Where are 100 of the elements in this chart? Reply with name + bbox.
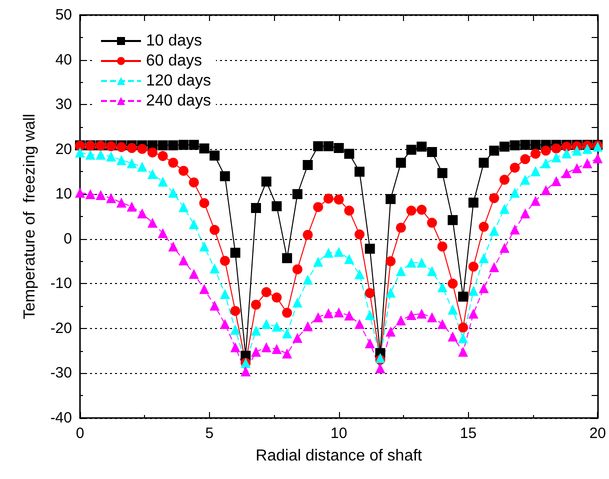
point (75, 147, 85, 158)
point (282, 348, 292, 359)
point (386, 326, 396, 337)
point (448, 304, 458, 315)
point (230, 342, 240, 352)
point (220, 171, 230, 182)
point (147, 147, 158, 158)
point (499, 174, 510, 185)
point (116, 198, 126, 208)
point (313, 256, 324, 267)
point (282, 328, 292, 338)
point (478, 283, 489, 294)
point (386, 194, 396, 204)
point (251, 202, 262, 213)
point (272, 292, 282, 303)
point (230, 248, 240, 258)
y-tick-label: -20 (50, 320, 72, 337)
y-tick-label: 50 (55, 6, 72, 24)
point (137, 162, 148, 172)
point (530, 166, 541, 176)
point (126, 202, 137, 212)
point (499, 142, 510, 152)
point (592, 153, 603, 164)
point (572, 163, 582, 174)
point (510, 224, 520, 234)
point (199, 242, 210, 252)
point (313, 202, 324, 212)
point (437, 242, 448, 252)
point (116, 155, 126, 166)
point (520, 140, 530, 150)
point (178, 166, 189, 176)
point (292, 332, 302, 343)
point (168, 158, 178, 168)
point (334, 194, 344, 204)
point (210, 300, 220, 311)
point (582, 158, 592, 168)
point (468, 308, 478, 319)
point (251, 346, 262, 357)
point (85, 189, 96, 200)
point (520, 154, 530, 164)
point (468, 198, 478, 208)
point (448, 332, 458, 342)
point (272, 201, 282, 212)
point (334, 307, 344, 318)
point (396, 315, 406, 326)
point (75, 188, 85, 198)
point (478, 158, 489, 168)
legend-label: 60 days (146, 52, 202, 70)
point (396, 158, 406, 168)
point (572, 146, 582, 156)
point (313, 141, 324, 152)
point (448, 215, 458, 226)
point (416, 142, 427, 152)
x-axis-title: Radial distance of shaft (256, 448, 423, 464)
point (478, 253, 489, 264)
point (562, 148, 572, 158)
point (147, 218, 158, 228)
point (313, 312, 324, 322)
y-axis-title: Temperature of freezing wall (22, 114, 38, 320)
point (551, 152, 562, 162)
y-tick-label: 30 (55, 96, 72, 114)
point (416, 204, 427, 215)
point (261, 342, 272, 352)
point (302, 321, 313, 332)
point (540, 158, 551, 168)
point (272, 322, 282, 332)
point (468, 262, 478, 272)
point (323, 308, 334, 318)
point (334, 246, 344, 257)
point (416, 308, 427, 319)
point (178, 202, 189, 212)
y-tick-label: 10 (55, 186, 72, 203)
point (282, 253, 292, 264)
point (386, 256, 396, 266)
point (158, 176, 168, 187)
point (251, 300, 262, 310)
x-tick-label: 10 (330, 425, 348, 442)
point (178, 140, 189, 150)
point (427, 147, 438, 158)
y-tick-label: 0 (64, 230, 72, 248)
point (137, 208, 148, 218)
point (540, 185, 551, 196)
point (251, 326, 262, 336)
point (510, 162, 520, 173)
point (416, 258, 427, 268)
point (458, 346, 468, 357)
point (199, 284, 210, 294)
point (282, 308, 292, 318)
point (199, 198, 210, 208)
point (448, 278, 458, 289)
point (406, 206, 416, 216)
point (354, 318, 365, 329)
x-tick-label: 15 (460, 425, 477, 442)
point (178, 255, 189, 266)
point (562, 168, 572, 178)
point (489, 262, 500, 272)
point (168, 242, 178, 252)
point (406, 144, 416, 155)
point (147, 168, 158, 179)
point (354, 269, 365, 280)
